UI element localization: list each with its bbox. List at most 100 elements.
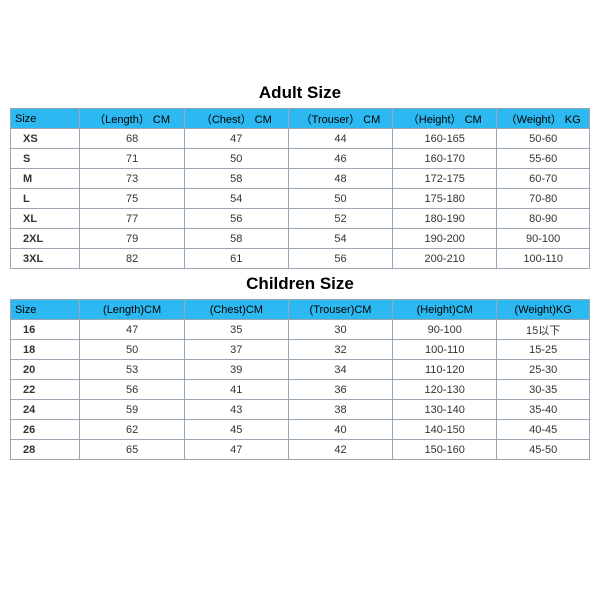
adult-cell: M (11, 169, 80, 189)
children-title: Children Size (10, 274, 590, 294)
table-row: 2XL795854190-20090-100 (11, 229, 590, 249)
adult-cell: 82 (80, 249, 184, 269)
children-cell: 150-160 (393, 440, 497, 460)
adult-cell: 180-190 (393, 209, 497, 229)
adult-cell: 52 (288, 209, 392, 229)
children-cell: 140-150 (393, 420, 497, 440)
adult-cell: 73 (80, 169, 184, 189)
children-cell: 37 (184, 340, 288, 360)
adult-cell: S (11, 149, 80, 169)
adult-cell: 160-170 (393, 149, 497, 169)
adult-title: Adult Size (10, 83, 590, 103)
children-cell: 47 (80, 320, 184, 340)
children-cell: 18 (11, 340, 80, 360)
table-row: 24594338130-14035-40 (11, 400, 590, 420)
table-row: L755450175-18070-80 (11, 189, 590, 209)
adult-cell: 175-180 (393, 189, 497, 209)
adult-cell: 55-60 (497, 149, 590, 169)
table-row: 3XL826156200-210100-110 (11, 249, 590, 269)
adult-cell: 48 (288, 169, 392, 189)
adult-header-2: （Chest） CM (184, 109, 288, 129)
children-cell: 15-25 (497, 340, 590, 360)
adult-cell: 190-200 (393, 229, 497, 249)
adult-cell: 160-165 (393, 129, 497, 149)
adult-cell: 70-80 (497, 189, 590, 209)
table-row: XL775652180-19080-90 (11, 209, 590, 229)
children-cell: 32 (288, 340, 392, 360)
adult-cell: 54 (288, 229, 392, 249)
children-cell: 24 (11, 400, 80, 420)
adult-cell: XL (11, 209, 80, 229)
children-cell: 35 (184, 320, 288, 340)
adult-cell: 54 (184, 189, 288, 209)
table-row: 28654742150-16045-50 (11, 440, 590, 460)
children-cell: 65 (80, 440, 184, 460)
table-row: S715046160-17055-60 (11, 149, 590, 169)
adult-cell: 58 (184, 229, 288, 249)
children-cell: 36 (288, 380, 392, 400)
children-cell: 40 (288, 420, 392, 440)
adult-cell: 60-70 (497, 169, 590, 189)
children-cell: 16 (11, 320, 80, 340)
table-row: 1647353090-10015以下 (11, 320, 590, 340)
children-cell: 130-140 (393, 400, 497, 420)
adult-cell: 68 (80, 129, 184, 149)
children-cell: 90-100 (393, 320, 497, 340)
adult-cell: 56 (184, 209, 288, 229)
adult-cell: 77 (80, 209, 184, 229)
table-row: 20533934110-12025-30 (11, 360, 590, 380)
children-header-2: (Chest)CM (184, 300, 288, 320)
children-cell: 53 (80, 360, 184, 380)
children-header-5: (Weight)KG (497, 300, 590, 320)
children-cell: 22 (11, 380, 80, 400)
adult-header-5: （Weight） KG (497, 109, 590, 129)
table-row: 26624540140-15040-45 (11, 420, 590, 440)
children-size-table: Size(Length)CM(Chest)CM(Trouser)CM(Heigh… (10, 299, 590, 460)
adult-size-table: Size（Length） CM（Chest） CM（Trouser） CM（He… (10, 108, 590, 269)
adult-cell: 46 (288, 149, 392, 169)
adult-cell: 50 (184, 149, 288, 169)
children-cell: 45 (184, 420, 288, 440)
children-header-1: (Length)CM (80, 300, 184, 320)
adult-cell: L (11, 189, 80, 209)
children-cell: 43 (184, 400, 288, 420)
children-cell: 42 (288, 440, 392, 460)
adult-header-1: （Length） CM (80, 109, 184, 129)
adult-cell: 100-110 (497, 249, 590, 269)
adult-cell: 44 (288, 129, 392, 149)
adult-header-3: （Trouser） CM (288, 109, 392, 129)
children-cell: 35-40 (497, 400, 590, 420)
children-cell: 25-30 (497, 360, 590, 380)
adult-cell: 3XL (11, 249, 80, 269)
children-cell: 34 (288, 360, 392, 380)
adult-header-0: Size (11, 109, 80, 129)
adult-header-4: （Height） CM (393, 109, 497, 129)
children-cell: 39 (184, 360, 288, 380)
adult-cell: 75 (80, 189, 184, 209)
adult-cell: 90-100 (497, 229, 590, 249)
children-cell: 50 (80, 340, 184, 360)
children-header-4: (Height)CM (393, 300, 497, 320)
children-cell: 56 (80, 380, 184, 400)
children-cell: 28 (11, 440, 80, 460)
table-row: XS684744160-16550-60 (11, 129, 590, 149)
children-cell: 120-130 (393, 380, 497, 400)
children-header-3: (Trouser)CM (288, 300, 392, 320)
adult-cell: 50 (288, 189, 392, 209)
adult-cell: 58 (184, 169, 288, 189)
children-cell: 15以下 (497, 320, 590, 340)
adult-cell: 80-90 (497, 209, 590, 229)
children-cell: 30 (288, 320, 392, 340)
children-cell: 38 (288, 400, 392, 420)
adult-cell: 61 (184, 249, 288, 269)
adult-cell: 79 (80, 229, 184, 249)
adult-cell: 56 (288, 249, 392, 269)
table-row: 22564136120-13030-35 (11, 380, 590, 400)
children-cell: 41 (184, 380, 288, 400)
children-cell: 45-50 (497, 440, 590, 460)
adult-cell: 200-210 (393, 249, 497, 269)
adult-cell: 71 (80, 149, 184, 169)
children-cell: 26 (11, 420, 80, 440)
adult-cell: XS (11, 129, 80, 149)
adult-cell: 50-60 (497, 129, 590, 149)
